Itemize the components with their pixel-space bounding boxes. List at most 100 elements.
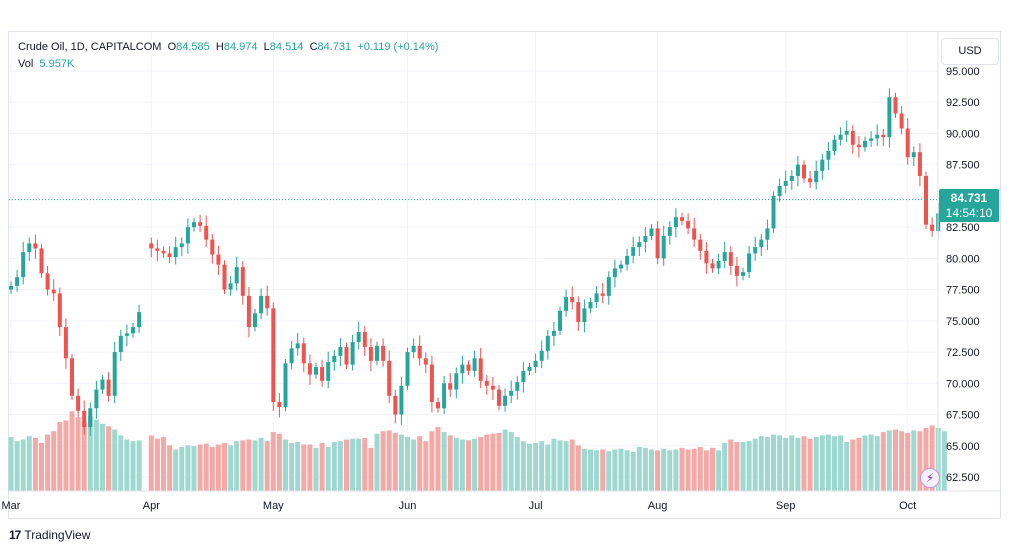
volume-bar — [502, 429, 508, 491]
candle-body — [448, 383, 453, 390]
price-tick-label: 82.500 — [946, 222, 980, 234]
volume-bar — [636, 447, 642, 491]
time-tick-label: Jul — [529, 500, 543, 512]
candle-body — [808, 178, 813, 183]
candle-body — [930, 224, 935, 231]
grid — [9, 32, 938, 491]
candle-body — [411, 345, 416, 353]
volume-bar — [307, 444, 313, 491]
candle-body — [722, 252, 727, 261]
volume-bar — [551, 438, 557, 491]
currency-button[interactable]: USD — [941, 38, 999, 65]
open-label: O — [167, 41, 177, 53]
time-axis[interactable]: Mar Apr May Jun Jul Aug Sep Oct — [2, 500, 917, 512]
volume-bar — [642, 447, 648, 491]
volume-bar — [203, 443, 209, 491]
volume-bar — [673, 449, 679, 491]
candle-body — [228, 283, 233, 290]
volume-bar — [716, 450, 722, 491]
close-label: C — [309, 41, 318, 53]
volume-bar — [215, 444, 221, 491]
candle-body — [881, 134, 886, 138]
candle-body — [497, 389, 501, 406]
volume-bar — [331, 442, 337, 491]
time-tick-label: Aug — [648, 500, 668, 512]
volume-bar — [655, 450, 661, 491]
symbol-legend[interactable]: Crude Oil, 1D, CAPITALCOM O84.585 H84.97… — [18, 41, 438, 53]
volume-legend[interactable]: Vol 5.957K — [18, 58, 74, 70]
volume-bar — [844, 442, 850, 491]
candle-body — [27, 243, 32, 253]
volume-bar — [39, 442, 44, 491]
volume-bar — [728, 439, 734, 491]
candle-body — [326, 362, 331, 381]
volume-bar — [325, 447, 331, 491]
low-label: L — [263, 41, 270, 53]
tradingview-logo-icon: 17 — [9, 528, 21, 542]
candle-body — [155, 248, 160, 251]
candle-body — [911, 152, 916, 158]
bar-countdown: 14:54:10 — [945, 206, 993, 220]
volume-bar — [923, 427, 929, 491]
volume-bar — [691, 448, 697, 491]
close-value: 84.731 — [317, 41, 352, 53]
volume-bar — [850, 439, 856, 491]
price-tick-label: 67.500 — [946, 410, 980, 422]
candle-body — [137, 312, 142, 328]
volume-bar — [880, 432, 886, 491]
volume-bar — [161, 437, 166, 491]
time-tick-label: Jun — [399, 500, 417, 512]
candle-body — [832, 139, 837, 151]
candle-body — [838, 134, 843, 140]
volume-bar — [289, 442, 295, 491]
volume-bar — [301, 444, 307, 491]
candle-body — [893, 97, 898, 114]
volume-bar — [520, 441, 526, 491]
volume-bar — [63, 420, 69, 491]
candle-body — [192, 222, 196, 228]
price-tick-label: 62.500 — [946, 472, 980, 484]
candle-body — [631, 247, 636, 256]
volume-bar — [130, 441, 136, 491]
volume-bar — [398, 434, 404, 491]
volume-bar — [697, 447, 703, 491]
volume-bar — [905, 432, 911, 491]
volume-bar — [100, 423, 105, 491]
volume-bar — [685, 449, 691, 491]
candle-body — [417, 345, 422, 359]
volume-bar — [722, 442, 728, 491]
candle-body — [612, 268, 617, 278]
candle-body — [582, 308, 587, 323]
candle-body — [179, 243, 184, 248]
volume-bar — [508, 432, 514, 491]
volume-bar — [179, 447, 185, 491]
volume-bar — [81, 422, 87, 491]
candle-body — [509, 390, 514, 396]
candle-body — [320, 367, 325, 381]
candle-body — [466, 364, 471, 371]
time-tick-label: May — [263, 500, 284, 512]
candle-body — [558, 310, 562, 331]
volume-bar — [197, 444, 203, 491]
price-axis[interactable]: 95.00092.50090.00087.50085.00082.50080.0… — [946, 66, 980, 484]
candle-body — [844, 130, 849, 135]
candle-body — [625, 255, 630, 265]
symbol-title[interactable]: Crude Oil, 1D, CAPITALCOM — [18, 41, 162, 53]
price-tick-label: 95.000 — [946, 66, 980, 78]
candle-body — [387, 360, 392, 396]
candle-body — [814, 170, 819, 183]
candle-body — [246, 295, 251, 328]
candle-body — [637, 242, 642, 248]
candle-body — [399, 385, 404, 415]
candle-body — [698, 239, 703, 251]
volume-bar — [380, 431, 386, 491]
volume-bar — [405, 437, 410, 491]
volume-bar — [771, 434, 776, 491]
candle-body — [460, 364, 465, 374]
lightning-icon[interactable]: ⚡ — [920, 468, 940, 488]
candle-body — [820, 159, 825, 171]
candle-body — [51, 289, 56, 294]
volume-bar — [264, 441, 270, 491]
tradingview-branding[interactable]: 17 TradingView — [9, 528, 90, 542]
